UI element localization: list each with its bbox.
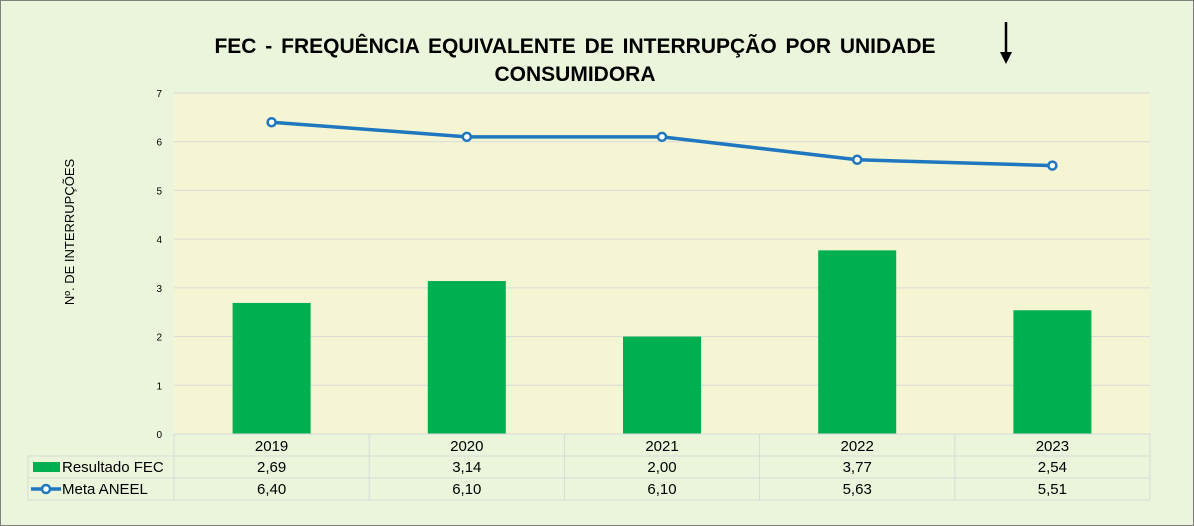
data-label-meta-aneel: 6,10 <box>647 481 676 498</box>
meta-point-2023 <box>1047 160 1058 171</box>
legend-marker-meta-aneel <box>40 483 52 495</box>
meta-point-2019 <box>266 116 277 128</box>
x-tick-label: 2020 <box>450 438 483 455</box>
data-label-meta-aneel: 6,40 <box>257 481 286 498</box>
chart-title-line-2: CONSUMIDORA <box>494 63 656 86</box>
y-tick-label: 7 <box>156 89 162 100</box>
x-tick-label: 2021 <box>645 438 678 455</box>
meta-point-2022 <box>851 154 863 165</box>
chart-title: FEC - FREQUÊNCIA EQUIVALENTE DE INTERRUP… <box>140 33 1010 89</box>
x-tick-label: 2023 <box>1036 438 1069 455</box>
legend-key-resultado-fec <box>33 462 60 472</box>
legend-label-resultado-fec: Resultado FEC <box>62 459 164 476</box>
bar-2019 <box>232 302 311 434</box>
meta-point-2020 <box>461 131 473 143</box>
bar-2023 <box>1013 310 1092 434</box>
data-label-meta-aneel: 6,10 <box>452 481 481 498</box>
chart-title-line-1: FEC - FREQUÊNCIA EQUIVALENTE DE INTERRUP… <box>214 35 936 58</box>
x-tick-label: 2019 <box>255 438 288 455</box>
data-label-resultado-fec: 2,69 <box>257 459 286 476</box>
bar-2022 <box>818 250 897 434</box>
y-tick-label: 4 <box>156 235 162 246</box>
x-tick-label: 2022 <box>841 438 874 455</box>
y-tick-label: 0 <box>156 430 162 441</box>
data-label-resultado-fec: 2,00 <box>647 459 676 476</box>
data-label-resultado-fec: 2,54 <box>1038 459 1067 476</box>
y-tick-label: 5 <box>156 186 162 197</box>
data-label-resultado-fec: 3,14 <box>452 459 481 476</box>
meta-point-2021 <box>656 131 668 143</box>
y-tick-label: 3 <box>156 284 162 295</box>
y-tick-label: 6 <box>156 138 162 149</box>
y-tick-label: 1 <box>156 381 162 392</box>
data-label-meta-aneel: 5,51 <box>1038 481 1067 498</box>
bar-2020 <box>427 281 506 434</box>
legend-label-meta-aneel: Meta ANEEL <box>62 481 148 498</box>
data-label-meta-aneel: 5,63 <box>843 481 872 498</box>
down-arrow-icon <box>1000 22 1012 64</box>
data-label-resultado-fec: 3,77 <box>843 459 872 476</box>
y-tick-label: 2 <box>156 333 162 344</box>
bar-2021 <box>623 336 701 434</box>
y-axis-label: Nº. DE INTERRUPÇÕES <box>62 159 77 306</box>
